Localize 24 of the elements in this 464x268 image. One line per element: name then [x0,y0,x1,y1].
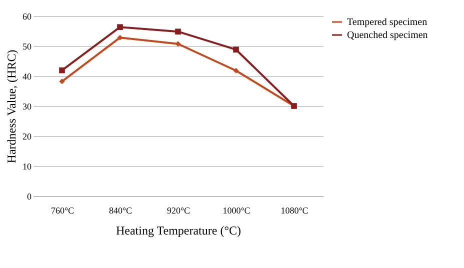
point [117,24,123,30]
y-tick-label: 10 [22,162,32,172]
x-axis-title: Heating Temperature (°C) [116,224,242,238]
y-tick-label: 0 [27,192,32,202]
x-tick-label: 840°C [108,206,132,216]
point [175,28,181,35]
point [117,34,123,40]
y-tick-label: 50 [22,42,32,52]
x-tick-label: 920°C [166,206,190,216]
legend-label: Quenched specimen [347,30,428,41]
y-tick-label: 40 [22,72,32,82]
y-tick-label: 30 [22,102,32,112]
point [175,41,181,47]
point [59,67,65,74]
y-tick-label: 20 [22,132,32,142]
y-axis-title: Hardness Value, (HRC) [4,50,18,164]
x-tick-label: 1080°C [280,206,308,216]
x-tick-label: 760°C [50,206,74,216]
point [233,68,239,74]
y-tick-label: 60 [22,12,32,22]
point [233,46,239,53]
point [59,78,65,84]
x-tick-label: 1000°C [222,206,250,216]
legend-label: Tempered specimen [347,17,428,28]
